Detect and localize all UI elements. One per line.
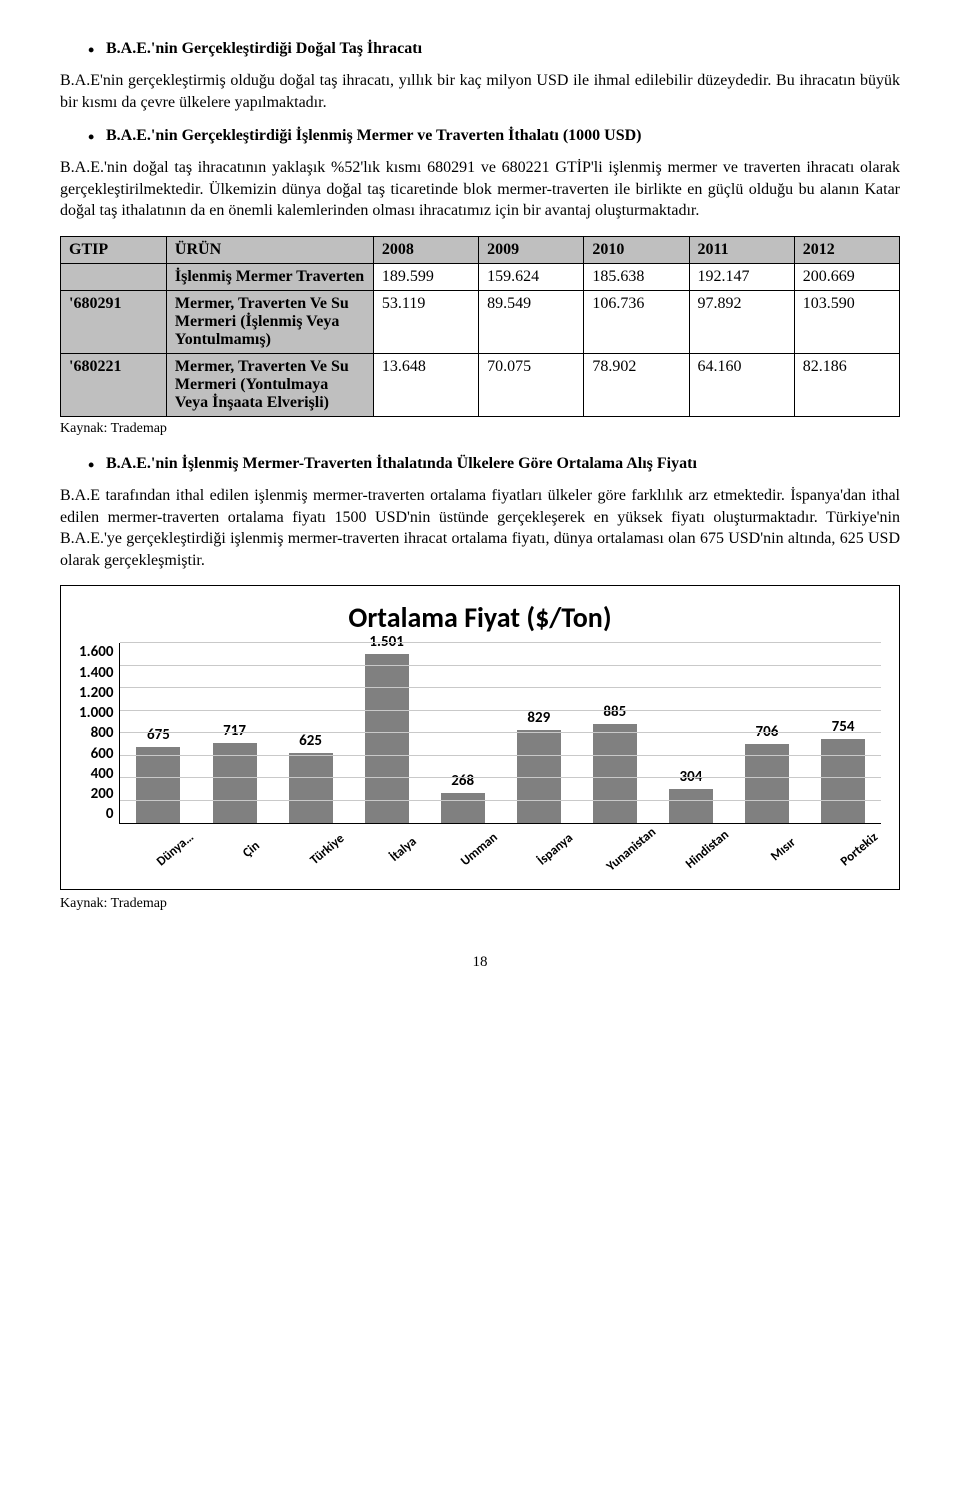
cell-gtip	[61, 263, 167, 290]
gridline	[120, 732, 881, 733]
table-header: 2009	[479, 236, 584, 263]
paragraph-2: B.A.E.'nin doğal taş ihracatının yaklaşı…	[60, 157, 900, 222]
bar-value-label: 885	[603, 703, 626, 721]
table-header: 2010	[584, 236, 689, 263]
gridline	[120, 710, 881, 711]
cell-product: İşlenmiş Mermer Traverten	[166, 263, 373, 290]
cell-value: 78.902	[584, 353, 689, 416]
cell-value: 53.119	[373, 290, 478, 353]
y-tick-label: 800	[91, 724, 114, 742]
bar	[136, 747, 180, 823]
bar	[365, 654, 409, 823]
table-row: '680291Mermer, Traverten Ve Su Mermeri (…	[61, 290, 900, 353]
gridline	[120, 687, 881, 688]
heading-import: B.A.E.'nin Gerçekleştirdiği İşlenmiş Mer…	[88, 127, 900, 145]
cell-value: 70.075	[479, 353, 584, 416]
bar-value-label: 717	[223, 722, 246, 740]
cell-value: 89.549	[479, 290, 584, 353]
y-tick-label: 1.600	[79, 643, 113, 661]
y-tick-label: 1.000	[79, 704, 113, 722]
heading-price: B.A.E.'nin İşlenmiş Mermer-Traverten İth…	[88, 455, 900, 473]
paragraph-3: B.A.E tarafından ithal edilen işlenmiş m…	[60, 485, 900, 571]
cell-value: 185.638	[584, 263, 689, 290]
bar-value-label: 829	[527, 709, 550, 727]
chart-source: Kaynak: Trademap	[60, 896, 900, 912]
price-chart: Ortalama Fiyat ($/Ton) 1.6001.4001.2001.…	[60, 585, 900, 890]
import-table: GTIPÜRÜN20082009201020112012 İşlenmiş Me…	[60, 236, 900, 417]
gridline	[120, 777, 881, 778]
gridline	[120, 800, 881, 801]
cell-value: 64.160	[689, 353, 794, 416]
y-tick-label: 1.400	[79, 664, 113, 682]
y-tick-label: 0	[106, 805, 114, 823]
gridline	[120, 755, 881, 756]
cell-value: 189.599	[373, 263, 478, 290]
table-header: GTIP	[61, 236, 167, 263]
cell-value: 82.186	[794, 353, 899, 416]
bar-value-label: 675	[147, 726, 170, 744]
table-header: 2011	[689, 236, 794, 263]
bar-value-label: 625	[299, 732, 322, 750]
page-number: 18	[60, 954, 900, 971]
cell-value: 106.736	[584, 290, 689, 353]
chart-plot: 6757176251.501268829885304706754	[119, 643, 881, 824]
table-header: 2012	[794, 236, 899, 263]
cell-product: Mermer, Traverten Ve Su Mermeri (İşlenmi…	[166, 290, 373, 353]
chart-title: Ortalama Fiyat ($/Ton)	[79, 600, 881, 635]
cell-value: 103.590	[794, 290, 899, 353]
table-header: ÜRÜN	[166, 236, 373, 263]
bar	[593, 724, 637, 824]
cell-gtip: '680221	[61, 353, 167, 416]
y-tick-label: 1.200	[79, 684, 113, 702]
cell-value: 200.669	[794, 263, 899, 290]
bar-column: 1.501	[349, 633, 425, 823]
bar	[289, 753, 333, 823]
bar-value-label: 268	[451, 772, 474, 790]
y-tick-label: 200	[91, 785, 114, 803]
cell-value: 13.648	[373, 353, 478, 416]
table-row: '680221Mermer, Traverten Ve Su Mermeri (…	[61, 353, 900, 416]
cell-product: Mermer, Traverten Ve Su Mermeri (Yontulm…	[166, 353, 373, 416]
bar	[821, 739, 865, 824]
table-header: 2008	[373, 236, 478, 263]
y-tick-label: 400	[91, 765, 114, 783]
y-tick-label: 600	[91, 745, 114, 763]
cell-gtip: '680291	[61, 290, 167, 353]
chart-y-axis: 1.600 1.400 1.200 1.000 800 600 400 200 0	[79, 643, 119, 823]
table-source: Kaynak: Trademap	[60, 421, 900, 437]
heading-export: B.A.E.'nin Gerçekleştirdiği Doğal Taş İh…	[88, 40, 900, 58]
cell-value: 97.892	[689, 290, 794, 353]
bar-column: 885	[577, 703, 653, 824]
chart-x-axis: Dünya…ÇinTürkiyeİtalyaUmmanİspanyaYunani…	[121, 830, 881, 863]
paragraph-1: B.A.E'nin gerçekleştirmiş olduğu doğal t…	[60, 70, 900, 113]
gridline	[120, 665, 881, 666]
cell-value: 159.624	[479, 263, 584, 290]
gridline	[120, 642, 881, 643]
table-row: İşlenmiş Mermer Traverten189.599159.6241…	[61, 263, 900, 290]
cell-value: 192.147	[689, 263, 794, 290]
